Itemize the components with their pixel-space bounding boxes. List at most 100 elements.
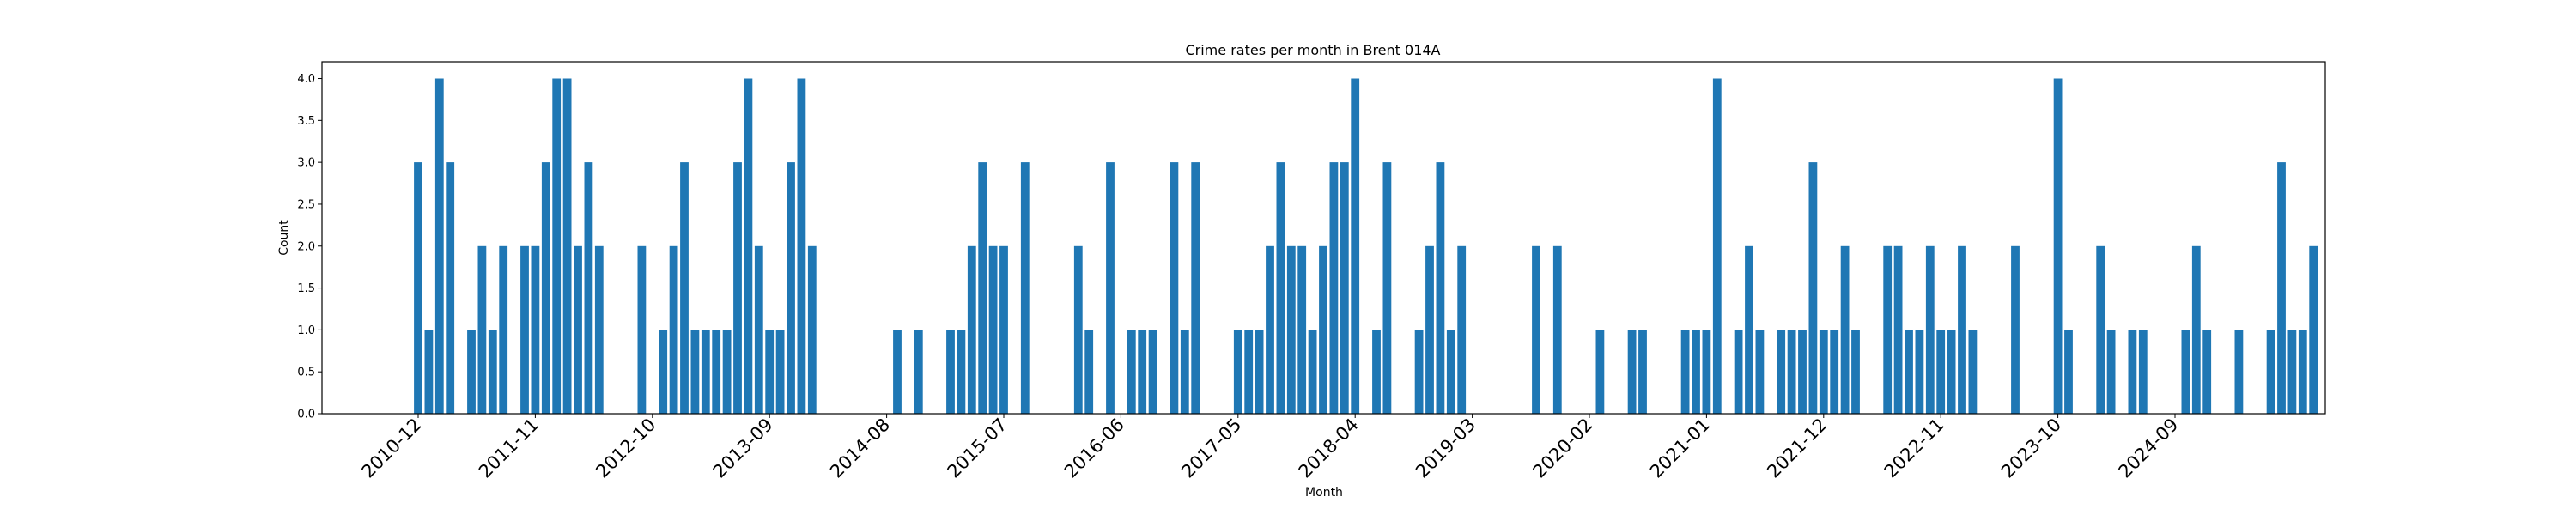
- bar: [1905, 330, 1913, 414]
- x-tick-label: 2010-12: [358, 415, 426, 482]
- bars-group: [414, 78, 2318, 414]
- bar: [1947, 330, 1956, 414]
- bar: [2191, 245, 2201, 414]
- x-tick-label: 2020-02: [1529, 415, 1597, 482]
- bar: [637, 245, 647, 414]
- bar: [797, 78, 806, 414]
- bar: [1883, 245, 1893, 414]
- x-tick-label: 2021-01: [1646, 415, 1714, 482]
- y-tick-label: 0.5: [297, 367, 315, 379]
- bar: [1712, 78, 1722, 414]
- bar: [1372, 330, 1381, 414]
- bar: [2181, 330, 2190, 414]
- bar: [722, 330, 732, 414]
- bar: [1446, 330, 1455, 414]
- bar: [2202, 330, 2212, 414]
- bar: [2309, 245, 2318, 414]
- bar: [659, 330, 668, 414]
- bar: [1340, 162, 1349, 414]
- bar: [1958, 245, 1966, 414]
- bar: [712, 330, 721, 414]
- x-tick-label: 2021-12: [1763, 415, 1831, 482]
- bar: [1308, 330, 1317, 414]
- x-tick-label: 2014-08: [826, 415, 894, 482]
- bar: [1425, 245, 1434, 414]
- bar: [1808, 162, 1818, 414]
- bar: [1170, 162, 1179, 414]
- bar: [2234, 330, 2244, 414]
- bar: [1745, 245, 1753, 414]
- bar: [1787, 330, 1796, 414]
- bar: [562, 78, 572, 414]
- x-tick-label: 2024-09: [2115, 415, 2183, 482]
- bar: [1319, 245, 1327, 414]
- bar: [434, 78, 444, 414]
- x-axis-label: Month: [1305, 486, 1343, 500]
- y-tick-label: 2.5: [297, 198, 315, 211]
- bar: [488, 330, 497, 414]
- x-tick-label: 2023-10: [1997, 415, 2065, 482]
- bar: [467, 330, 476, 414]
- bar: [1266, 245, 1274, 414]
- y-axis: 0.0 0.5 1.0 1.5 2.0 2.5 3.0 3.5 4.0: [297, 73, 322, 421]
- x-tick-label: 2022-11: [1880, 415, 1948, 482]
- bar: [2298, 330, 2307, 414]
- y-tick-label: 2.0: [297, 240, 315, 253]
- bar: [1084, 330, 1094, 414]
- y-tick-label: 1.0: [297, 324, 315, 337]
- bar: [680, 162, 689, 414]
- bar: [584, 162, 593, 414]
- bar: [1680, 330, 1690, 414]
- bar: [1148, 330, 1157, 414]
- bar: [775, 330, 785, 414]
- bar: [1915, 330, 1924, 414]
- bar: [1382, 162, 1392, 414]
- bar: [1457, 245, 1467, 414]
- bar: [1020, 162, 1030, 414]
- bar: [2287, 330, 2297, 414]
- bar: [893, 330, 902, 414]
- bar: [1692, 330, 1700, 414]
- bar: [2053, 78, 2063, 414]
- bar: [1925, 245, 1935, 414]
- bar: [1106, 162, 1115, 414]
- y-tick-label: 0.0: [297, 409, 315, 421]
- bar: [1734, 330, 1743, 414]
- bar: [690, 330, 700, 414]
- bar: [477, 245, 487, 414]
- bar: [1329, 162, 1339, 414]
- bar: [2096, 245, 2105, 414]
- bar: [946, 330, 955, 414]
- x-tick-label: 2019-03: [1412, 415, 1479, 482]
- bar: [999, 245, 1008, 414]
- bar: [1127, 330, 1136, 414]
- y-tick-label: 1.5: [297, 282, 315, 295]
- bar: [2011, 245, 2020, 414]
- x-tick-label: 2017-05: [1177, 415, 1245, 482]
- bar: [1414, 330, 1424, 414]
- y-tick-label: 3.0: [297, 157, 315, 170]
- bar: [1244, 330, 1254, 414]
- x-tick-label: 2011-11: [475, 415, 543, 482]
- bar: [2064, 330, 2073, 414]
- bar: [1851, 330, 1860, 414]
- bar: [414, 162, 422, 414]
- bar: [1595, 330, 1605, 414]
- x-tick-label: 2016-06: [1060, 415, 1128, 482]
- bar: [594, 245, 604, 414]
- bar: [733, 162, 742, 414]
- bar: [1755, 330, 1765, 414]
- x-axis: 2010-12 2011-11 2012-10 2013-09 2014-08 2015-…: [358, 414, 2183, 482]
- bar: [1830, 330, 1839, 414]
- bar: [701, 330, 710, 414]
- bar: [1936, 330, 1946, 414]
- bar: [574, 245, 582, 414]
- bar: [914, 330, 923, 414]
- bar: [2277, 162, 2286, 414]
- bar: [1233, 330, 1242, 414]
- bar: [765, 330, 775, 414]
- bar: [744, 78, 753, 414]
- bar: [1351, 78, 1360, 414]
- x-tick-label: 2018-04: [1295, 415, 1363, 482]
